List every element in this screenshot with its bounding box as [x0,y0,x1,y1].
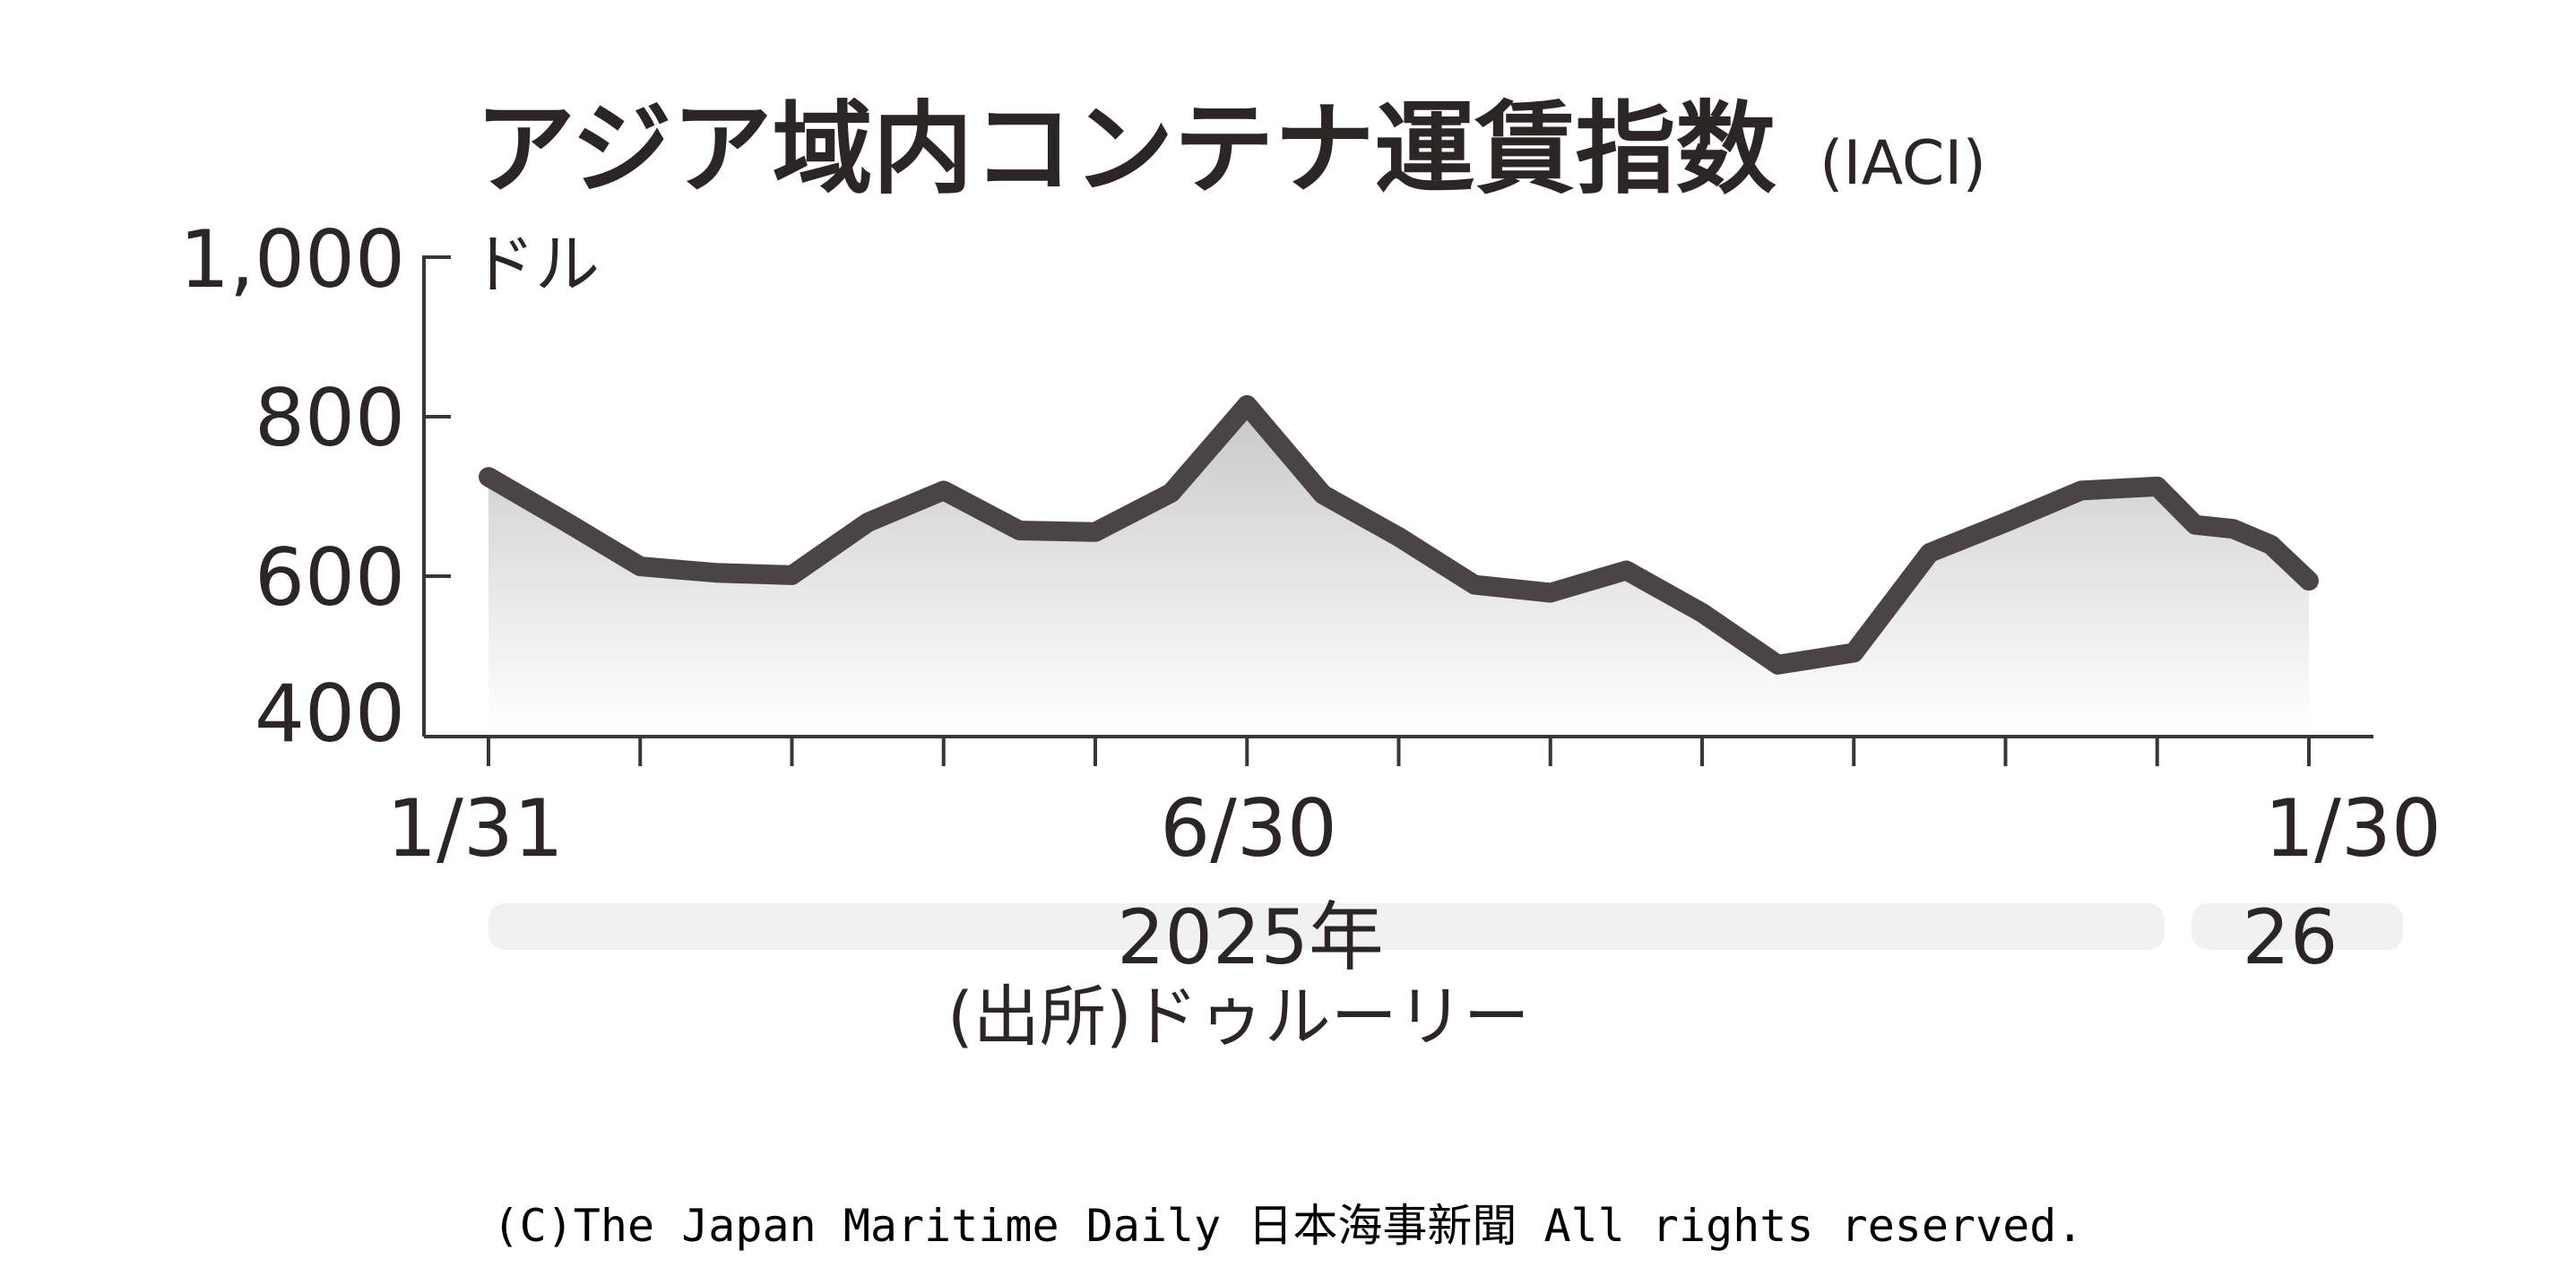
series-line [479,395,2319,675]
year-label-2026: 26 [2243,893,2338,981]
x-label-start: 1/31 [386,782,564,875]
x-label-mid: 6/30 [1160,782,1337,875]
year-band-2026 [2191,903,2403,950]
y-tick-label-400: 400 [255,668,405,760]
y-tick-label-600: 600 [255,531,405,624]
y-tick-label-800: 800 [255,372,405,464]
x-tick-marks [487,737,2311,766]
source-note: (出所)ドゥルーリー [947,979,1530,1056]
y-unit-label: ドル [471,227,600,302]
x-label-end: 1/30 [2264,782,2442,875]
chart-title: アジア域内コンテナ運賃指数 [475,91,1776,208]
chart-title-suffix: (IACI) [1820,128,1986,199]
year-label-2025: 2025年 [1117,893,1384,981]
copyright-notice: (C)The Japan Maritime Daily 日本海事新聞 All r… [492,1200,2083,1252]
y-tick-label-1000: 1,000 [179,213,405,306]
series-area-fill [488,405,2309,729]
year-band-2025 [488,903,2165,950]
